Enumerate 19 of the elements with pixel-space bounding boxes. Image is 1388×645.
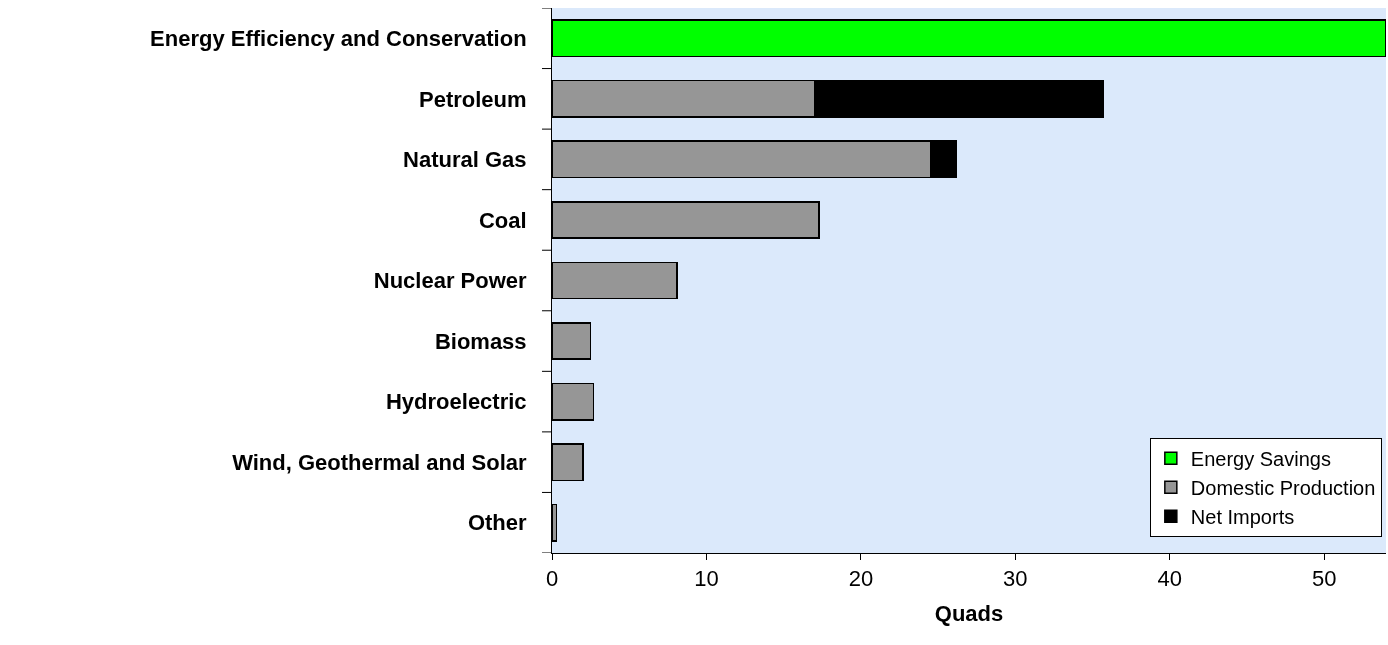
legend-label: Energy Savings [1190, 447, 1331, 470]
y-tick-label: Nuclear Power [373, 268, 528, 294]
x-tick-label: 10 [694, 566, 719, 592]
y-tick-label: Other [467, 510, 528, 536]
x-tick-label: 0 [545, 566, 559, 592]
x-tick-label: 40 [1157, 566, 1183, 592]
y-tick-label: Petroleum [419, 86, 527, 112]
x-tick-label: 30 [1003, 566, 1028, 592]
legend-label: Domestic Production [1190, 476, 1376, 499]
y-tick-label: Biomass [434, 328, 527, 354]
x-tick-label: 50 [1311, 566, 1337, 592]
y-tick-label: Wind, Geothermal and Solar [232, 449, 528, 475]
y-tick-label: Hydroelectric [385, 389, 527, 415]
x-tick-label: 20 [848, 566, 874, 592]
y-tick-label: Coal [478, 207, 527, 233]
y-tick-label: Natural Gas [403, 147, 527, 173]
legend-label: Net Imports [1190, 505, 1295, 528]
y-tick-label: Energy Efficiency and Conservation [150, 25, 527, 51]
x-axis-title: Quads [934, 601, 1004, 627]
